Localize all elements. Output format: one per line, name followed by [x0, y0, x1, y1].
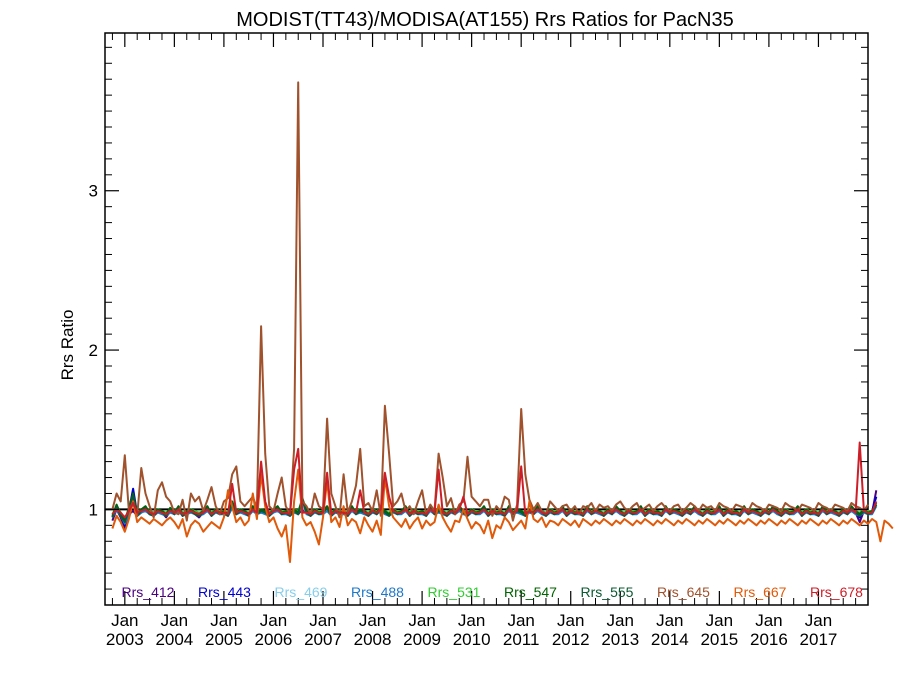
x-tick-label-month: Jan: [607, 611, 634, 630]
x-tick-label-year: 2005: [205, 630, 243, 649]
x-tick-label-month: Jan: [309, 611, 336, 630]
series-line-rrs-678: [111, 441, 878, 519]
legend-item-rrs-488: Rrs_488: [351, 584, 404, 600]
legend-item-rrs-678: Rrs_678: [810, 584, 863, 600]
x-tick-label-month: Jan: [210, 611, 237, 630]
series-line-rrs-645: [111, 81, 869, 522]
x-tick-label-year: 2009: [403, 630, 441, 649]
x-tick-label-year: 2007: [304, 630, 342, 649]
legend-item-rrs-531: Rrs_531: [428, 584, 481, 600]
x-tick-label-month: Jan: [507, 611, 534, 630]
x-tick-label-year: 2011: [503, 630, 540, 649]
x-tick-label-month: Jan: [111, 611, 138, 630]
y-axis-label: Rrs Ratio: [58, 310, 77, 381]
x-tick-label-year: 2015: [700, 630, 738, 649]
x-tick-label-year: 2016: [750, 630, 788, 649]
x-tick-label-year: 2013: [601, 630, 639, 649]
x-tick-label-year: 2010: [453, 630, 491, 649]
x-tick-label-month: Jan: [656, 611, 683, 630]
x-tick-label-year: 2017: [800, 630, 838, 649]
x-tick-label-month: Jan: [260, 611, 287, 630]
legend-item-rrs-469: Rrs_469: [275, 584, 328, 600]
x-ticks: Jan2003Jan2004Jan2005Jan2006Jan2007Jan20…: [106, 33, 857, 649]
x-tick-label-month: Jan: [706, 611, 733, 630]
x-tick-label-year: 2003: [106, 630, 144, 649]
x-tick-label-year: 2014: [651, 630, 689, 649]
y-tick-label: 2: [89, 341, 98, 360]
x-tick-label-year: 2006: [255, 630, 293, 649]
chart-title: MODIST(TT43)/MODISA(AT155) Rrs Ratios fo…: [236, 9, 734, 31]
legend-item-rrs-443: Rrs_443: [198, 584, 251, 600]
series-layer: [111, 81, 894, 563]
x-tick-label-year: 2004: [155, 630, 193, 649]
x-tick-label-month: Jan: [805, 611, 832, 630]
x-tick-label-month: Jan: [359, 611, 386, 630]
y-tick-label: 3: [89, 182, 98, 201]
y-tick-label: 1: [89, 500, 98, 519]
x-tick-label-month: Jan: [557, 611, 584, 630]
legend-item-rrs-555: Rrs_555: [581, 584, 634, 600]
legend-item-rrs-547: Rrs_547: [504, 584, 557, 600]
y-ticks: 1 2 3: [89, 46, 868, 590]
x-tick-label-month: Jan: [161, 611, 188, 630]
legend-item-rrs-645: Rrs_645: [657, 584, 710, 600]
plot-frame: [104, 32, 869, 606]
x-tick-label-month: Jan: [458, 611, 485, 630]
x-tick-label-month: Jan: [408, 611, 435, 630]
legend: Rrs_412 Rrs_443 Rrs_469 Rrs_488 Rrs_531 Rrs_5…: [122, 584, 864, 600]
series-line-rrs-667: [111, 468, 894, 563]
x-tick-label-year: 2008: [354, 630, 392, 649]
legend-item-rrs-412: Rrs_412: [122, 584, 175, 600]
x-tick-label-month: Jan: [755, 611, 782, 630]
legend-item-rrs-667: Rrs_667: [734, 584, 787, 600]
x-tick-label-year: 2012: [552, 630, 590, 649]
